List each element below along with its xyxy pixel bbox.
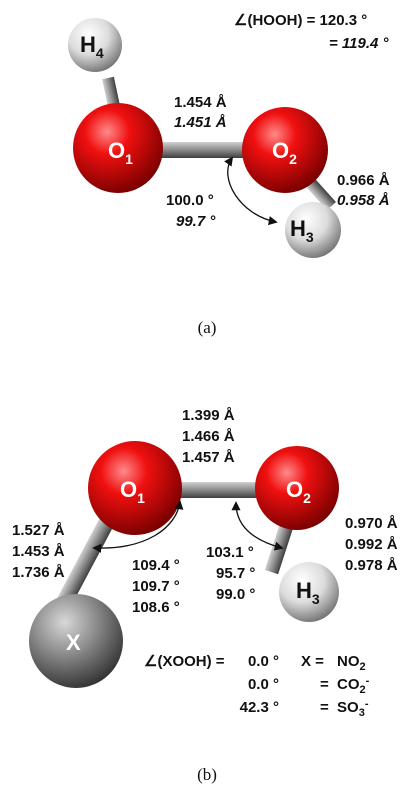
- oo-bond-length-2: 1.451 Å: [174, 114, 227, 131]
- caption-a: (a): [198, 318, 217, 337]
- angle-arrow-ooh-b: [231, 501, 284, 551]
- atom-o1: [73, 103, 163, 193]
- panel-b: O1 O2 H3 X 1.399 Å 1.466 Å 1.457 Å 1.527…: [12, 407, 398, 784]
- angle-arrow-xoo: [92, 500, 184, 553]
- atom-label-h3-b: H3: [296, 578, 320, 607]
- xoo-angle-3: 108.6 °: [132, 599, 180, 616]
- eq-prefix-3: =: [320, 699, 329, 716]
- dihedral-value-1: 0.0 °: [248, 653, 279, 670]
- substituent-3: SO3-: [337, 698, 369, 719]
- oo-bond-length-1: 1.454 Å: [174, 94, 227, 111]
- atom-h3: [285, 202, 341, 258]
- caption-b: (b): [197, 765, 217, 784]
- dihedral-value-3: 42.3 °: [240, 699, 279, 716]
- atom-label-o1-b: O1: [120, 477, 145, 506]
- substituent-1: NO2: [337, 653, 366, 673]
- oh-bond-length-b-2: 0.992 Å: [345, 536, 398, 553]
- dihedral-line-2: = 119.4 °: [329, 35, 390, 52]
- atom-label-h3: H3: [290, 216, 314, 245]
- xo-bond-length-2: 1.453 Å: [12, 543, 65, 560]
- bond-o1-o2-b: [160, 482, 270, 498]
- atom-label-h4: H4: [80, 32, 104, 61]
- xoo-angle-2: 109.7 °: [132, 578, 180, 595]
- angle-ooh-2: 99.7 °: [176, 213, 216, 230]
- atom-h3-b: [279, 562, 339, 622]
- xo-bond-length-1: 1.527 Å: [12, 522, 65, 539]
- dihedral-value-2: 0.0 °: [248, 676, 279, 693]
- oh-bond-length-1: 0.966 Å: [337, 172, 390, 189]
- eq-prefix-2: =: [320, 676, 329, 693]
- substituent-2: CO2-: [337, 675, 370, 696]
- angle-arrow-ooh: [224, 156, 278, 226]
- ooh-angle-1: 103.1 °: [206, 544, 254, 561]
- atom-h4: [68, 18, 122, 72]
- ooh-angle-2: 95.7 °: [216, 565, 255, 582]
- xoo-angle-1: 109.4 °: [132, 557, 180, 574]
- ooh-angle-3: 99.0 °: [216, 586, 255, 603]
- xo-bond-length-3: 1.736 Å: [12, 564, 65, 581]
- atom-label-o2-b: O2: [286, 477, 311, 506]
- oo-bond-length-b-2: 1.466 Å: [182, 428, 235, 445]
- oo-bond-length-b-1: 1.399 Å: [182, 407, 235, 424]
- oh-bond-length-b-1: 0.970 Å: [345, 515, 398, 532]
- panel-a: H4 O1 O2 H3 ∠(HOOH) = 120.3 ° = 119.4 ° …: [68, 12, 390, 337]
- bond-o1-o2: [148, 142, 268, 158]
- oh-bond-length-2: 0.958 Å: [337, 192, 390, 209]
- x-prefix: X =: [301, 653, 324, 670]
- oh-bond-length-b-3: 0.978 Å: [345, 557, 398, 574]
- dihedral-label-b: ∠(XOOH) =: [144, 653, 225, 670]
- oo-bond-length-b-3: 1.457 Å: [182, 449, 235, 466]
- angle-ooh-1: 100.0 °: [166, 192, 214, 209]
- atom-label-o1: O1: [108, 138, 133, 167]
- atom-label-x: X: [66, 630, 81, 655]
- dihedral-line-1: ∠(HOOH) = 120.3 °: [234, 12, 367, 29]
- atom-x: [29, 594, 123, 688]
